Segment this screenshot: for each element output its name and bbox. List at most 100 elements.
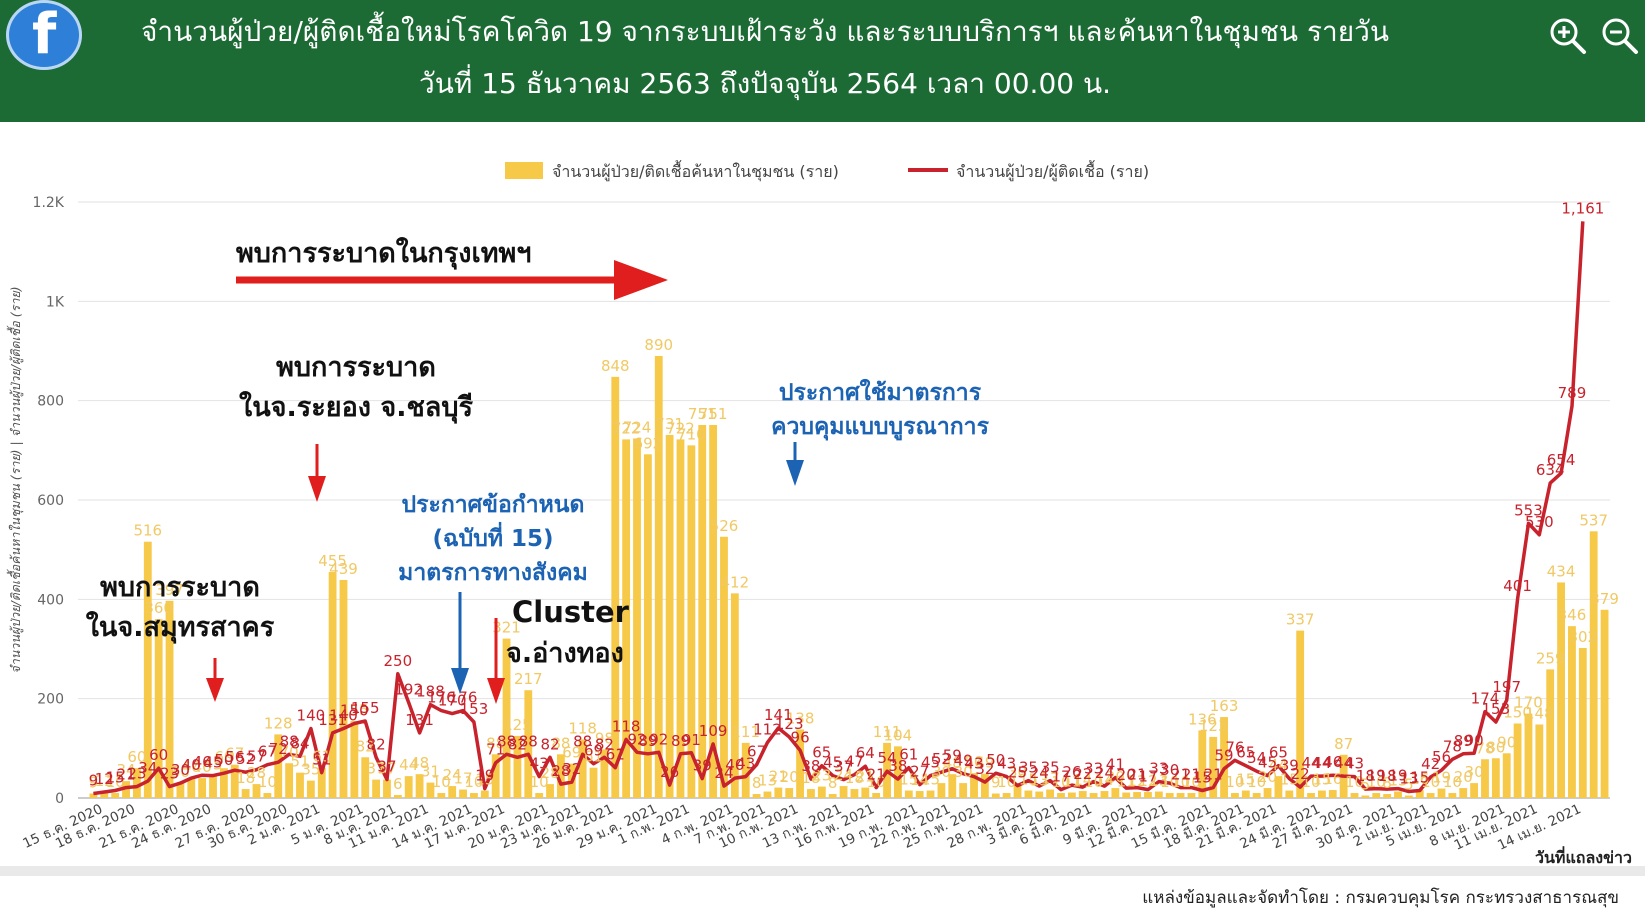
line-data-label: 45 [921, 754, 940, 772]
bar-data-label: 10 [1421, 773, 1440, 791]
bar [828, 794, 837, 798]
line-data-label: 38 [801, 757, 820, 775]
line-data-label: 188 [416, 683, 445, 701]
bar [1600, 609, 1609, 798]
page-title: จำนวนผู้ป่วย/ผู้ติดเชื้อใหม่โรคโควิด 19 … [141, 15, 1389, 48]
bar-data-label: 13 [1149, 772, 1168, 790]
bar [1491, 758, 1500, 798]
bar [480, 790, 489, 798]
line-data-label: 50 [986, 751, 1005, 769]
bar-data-label: 30 [932, 763, 951, 781]
bar [372, 779, 381, 798]
line-data-label: 17 [1138, 768, 1157, 786]
line-data-label: 789 [1558, 384, 1587, 402]
bar [209, 775, 217, 798]
line-data-label: 170 [438, 692, 467, 710]
bar [948, 774, 957, 798]
line-data-label: 76 [1225, 738, 1244, 756]
bar [1350, 793, 1359, 798]
annotation-arrowhead-decree [451, 668, 469, 694]
bar [1578, 648, 1587, 798]
line-data-label: 141 [764, 706, 793, 724]
line-data-label: 28 [551, 762, 570, 780]
bar [752, 794, 761, 798]
zoom-out-icon[interactable] [1600, 16, 1640, 56]
bar [470, 793, 478, 798]
line-data-label: 197 [1492, 678, 1521, 696]
bar [839, 786, 848, 798]
line-data-label: 56 [1432, 748, 1451, 766]
zoom-in-icon[interactable] [1548, 16, 1588, 56]
annotation-samut-2: ในจ.สมุทรสาคร [86, 611, 275, 644]
line-data-label: 43 [736, 755, 755, 773]
line-data-label: 82 [508, 735, 527, 753]
bar-data-label: 337 [1286, 611, 1315, 629]
page-subtitle: วันที่ 15 ธันวาคม 2563 ถึงปัจจุบัน 2564 … [418, 67, 1112, 100]
bar [1089, 793, 1098, 798]
line-data-label: 23 [127, 765, 146, 783]
bar [741, 742, 750, 798]
line-data-label: 64 [856, 744, 875, 762]
line-data-label: 59 [943, 747, 962, 765]
bar [1078, 791, 1087, 798]
bar [1220, 717, 1228, 798]
bar-data-label: 751 [688, 405, 717, 423]
line-data-label: 54 [878, 749, 897, 767]
bar [187, 778, 196, 798]
bar-data-label: 18 [801, 769, 820, 787]
line-data-label: 59 [1215, 747, 1234, 765]
bar [1589, 531, 1598, 798]
line-data-label: 27 [910, 763, 929, 781]
bar [1502, 753, 1511, 798]
annotation-decree-2: (ฉบับที่ 15) [432, 521, 553, 552]
line-data-label: 37 [377, 758, 396, 776]
facebook-icon[interactable]: f [6, 0, 82, 70]
line-data-label: 131 [318, 711, 347, 729]
y-tick-label: 1K [46, 294, 65, 310]
bar [1111, 788, 1120, 798]
bar [317, 767, 326, 798]
bar-data-label: 692 [634, 434, 663, 452]
line-data-label: 401 [1503, 577, 1532, 595]
bar-data-label: 10 [1301, 773, 1320, 791]
bar-data-label: 14 [910, 771, 929, 789]
bar [1415, 790, 1424, 798]
bar [904, 790, 913, 798]
line-data-label: 82 [595, 735, 614, 753]
line-data-label: 140 [297, 706, 326, 724]
bar-data-label: 69 [562, 744, 581, 762]
bar [720, 536, 728, 798]
line-data-label: 46 [193, 753, 212, 771]
bar-data-label: 15 [921, 771, 940, 789]
line-data-label: 39 [1280, 757, 1299, 775]
bar-data-label: 111 [873, 723, 902, 741]
line-data-label: 17 [1051, 768, 1070, 786]
bar [176, 783, 185, 798]
annotation-decree-3: มาตรการทางสังคม [398, 560, 588, 586]
bar-data-label: 45 [203, 756, 222, 774]
line-data-label: 24 [1030, 764, 1049, 782]
bar-data-label: 88 [486, 734, 505, 752]
line-data-label: 44 [1334, 754, 1353, 772]
bar-data-label: 10 [464, 773, 483, 791]
bar [1263, 788, 1272, 798]
bar-data-label: 412 [721, 573, 750, 591]
bar-data-label: 15 [475, 771, 494, 789]
bar-data-label: 111 [731, 723, 760, 741]
bar [111, 793, 120, 798]
line-data-label: 19 [1367, 767, 1386, 785]
bar-data-label: 20 [1106, 768, 1125, 786]
bar [611, 376, 620, 798]
bar-data-label: 48 [943, 754, 962, 772]
chart-annotations: พบการระบาดในกรุงเทพฯพบการระบาดในจ.ระยอง … [86, 237, 990, 704]
bar-data-label: 28 [540, 764, 559, 782]
bar-data-label: 30 [954, 763, 973, 781]
chart: จำนวนผู้ป่วย/ติดเชื้อค้นหาในชุมชน (ราย) จ… [6, 160, 1632, 866]
bar [589, 767, 598, 798]
bar [1513, 723, 1522, 798]
bar [633, 438, 641, 798]
bar-data-label: 10 [997, 773, 1016, 791]
bar [133, 768, 141, 798]
bar [980, 773, 989, 798]
line-data-label: 118 [612, 717, 641, 735]
